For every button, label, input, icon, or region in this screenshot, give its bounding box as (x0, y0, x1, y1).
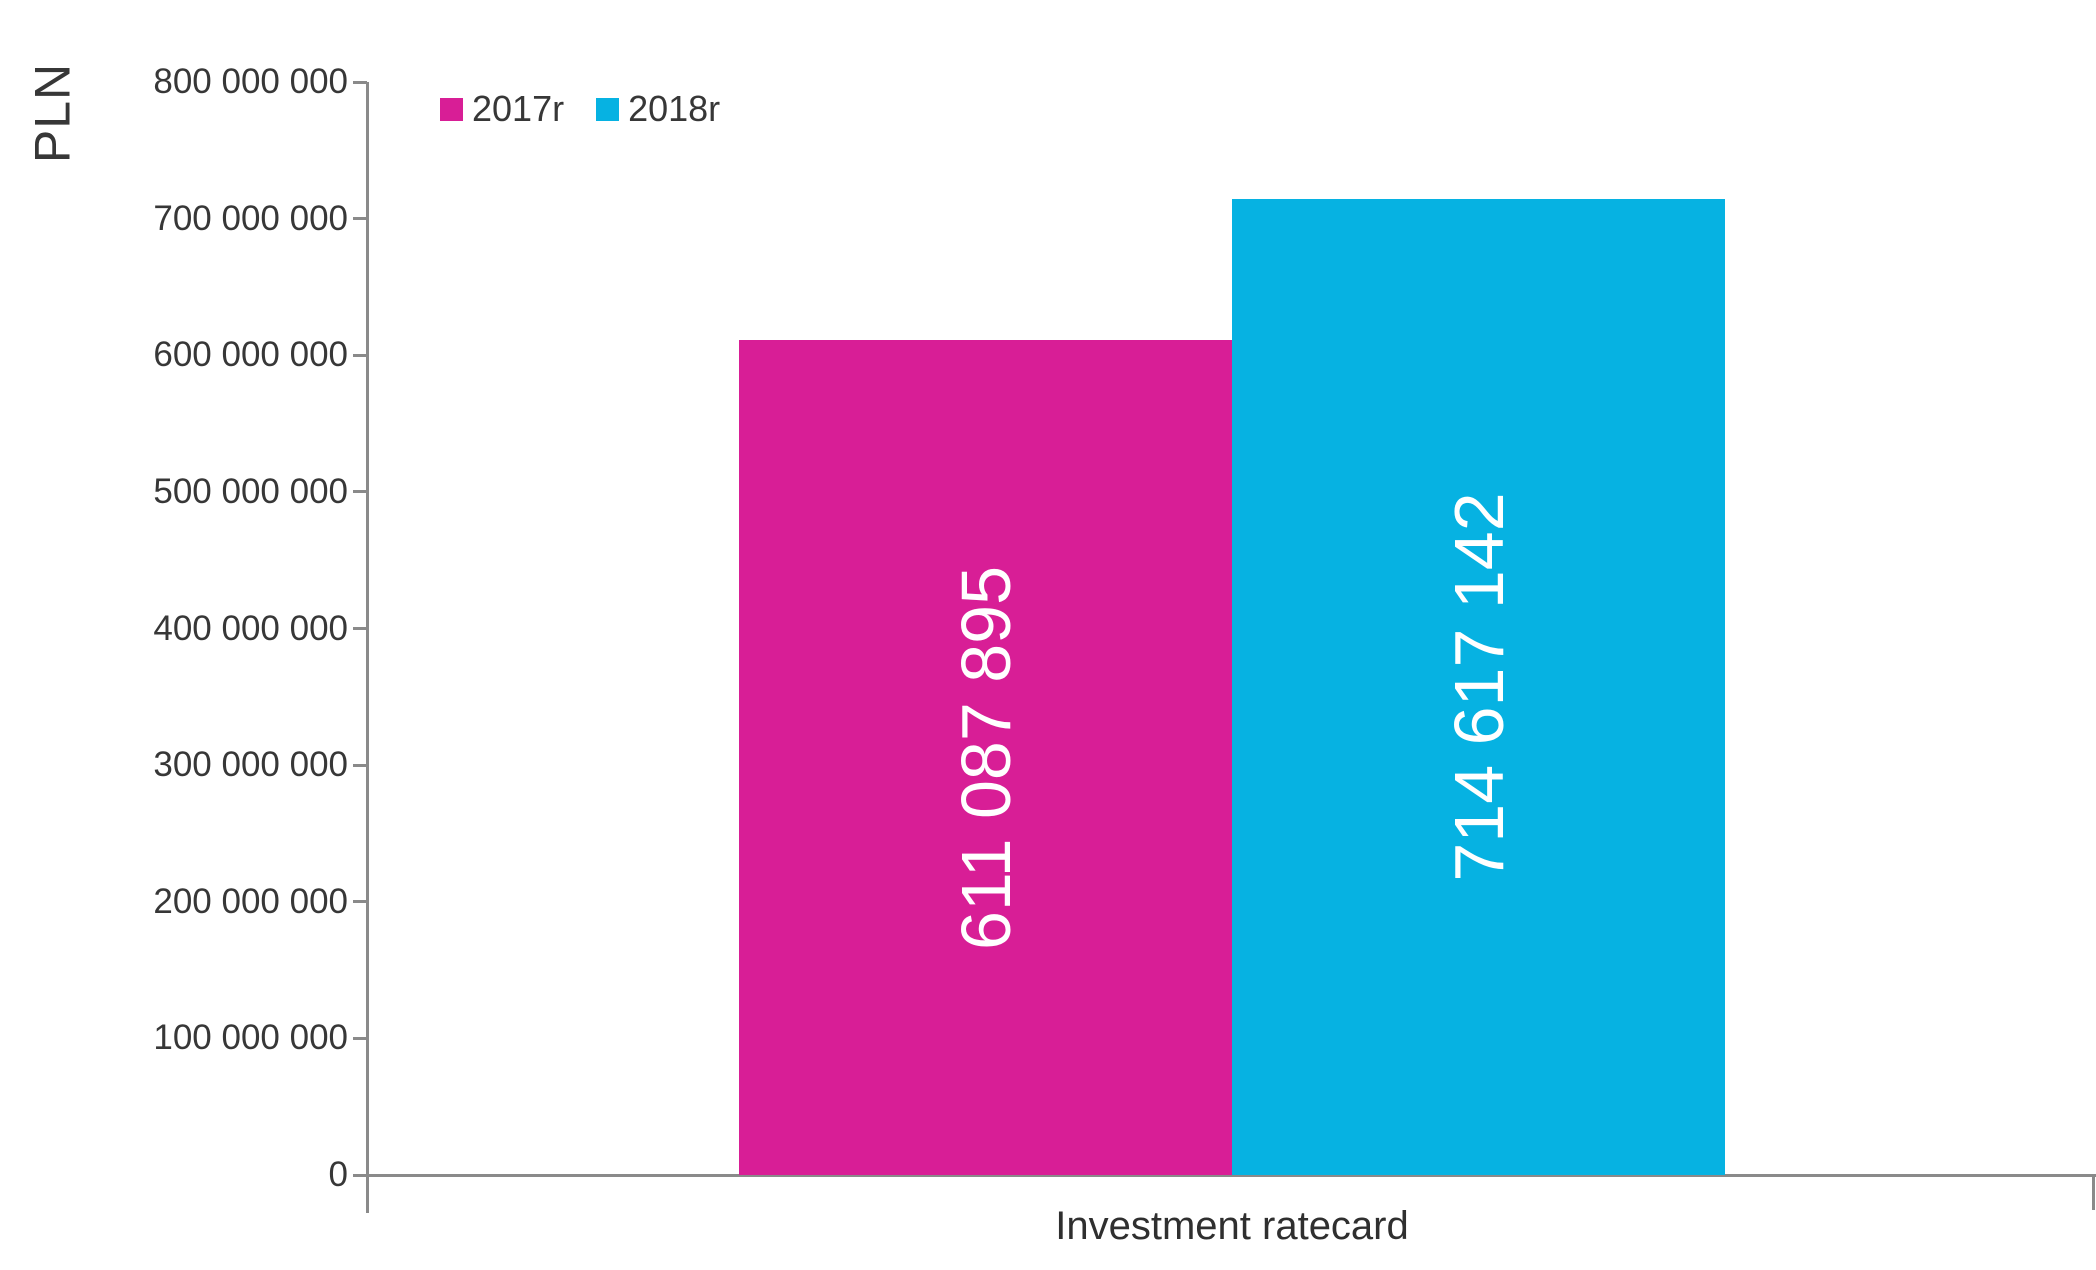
legend-item-2017r: 2017r (440, 88, 564, 130)
y-tick-mark (353, 763, 367, 767)
y-tick-label: 300 000 000 (153, 745, 348, 785)
y-tick-mark (353, 627, 367, 630)
legend-swatch (440, 97, 463, 121)
legend-swatch (596, 97, 620, 121)
y-tick-mark (353, 490, 367, 494)
x-axis-title: Investment ratecard (1055, 1204, 1409, 1248)
bar-group: 611 087 895 714 617 142 (368, 82, 2096, 1175)
legend-item-2018r: 2018r (596, 88, 720, 130)
legend-label: 2017r (472, 88, 565, 129)
y-tick-label: 600 000 000 (153, 335, 348, 375)
y-tick-mark (353, 80, 367, 84)
bar-2017r: 611 087 895 (739, 340, 1232, 1175)
x-axis-line (366, 1174, 2096, 1177)
y-tick-label: 700 000 000 (153, 198, 348, 238)
y-tick-mark (353, 217, 367, 221)
y-tick-mark (353, 900, 367, 904)
y-tick-label: 500 000 000 (153, 471, 348, 511)
legend-label: 2018r (628, 88, 721, 129)
y-tick-mark (353, 353, 367, 357)
y-tick-label: 200 000 000 (153, 881, 348, 921)
x-axis-right-tick-mark (2092, 1177, 2095, 1210)
y-tick-label: 800 000 000 (153, 62, 348, 101)
y-tick-label: 400 000 000 (153, 608, 348, 648)
y-tick-mark (353, 1173, 367, 1177)
y-tick-label: 0 (328, 1155, 348, 1194)
y-axis-line (366, 82, 369, 1213)
legend: 2017r 2018r (440, 88, 720, 130)
bar-value-label: 714 617 142 (1439, 492, 1518, 882)
y-tick-mark (353, 1036, 367, 1040)
bar-value-label: 611 087 895 (946, 565, 1025, 950)
bar-2018r: 714 617 142 (1232, 198, 1725, 1175)
y-tick-label: 100 000 000 (153, 1018, 348, 1058)
plot-area: 611 087 895 714 617 142 (368, 82, 2096, 1175)
